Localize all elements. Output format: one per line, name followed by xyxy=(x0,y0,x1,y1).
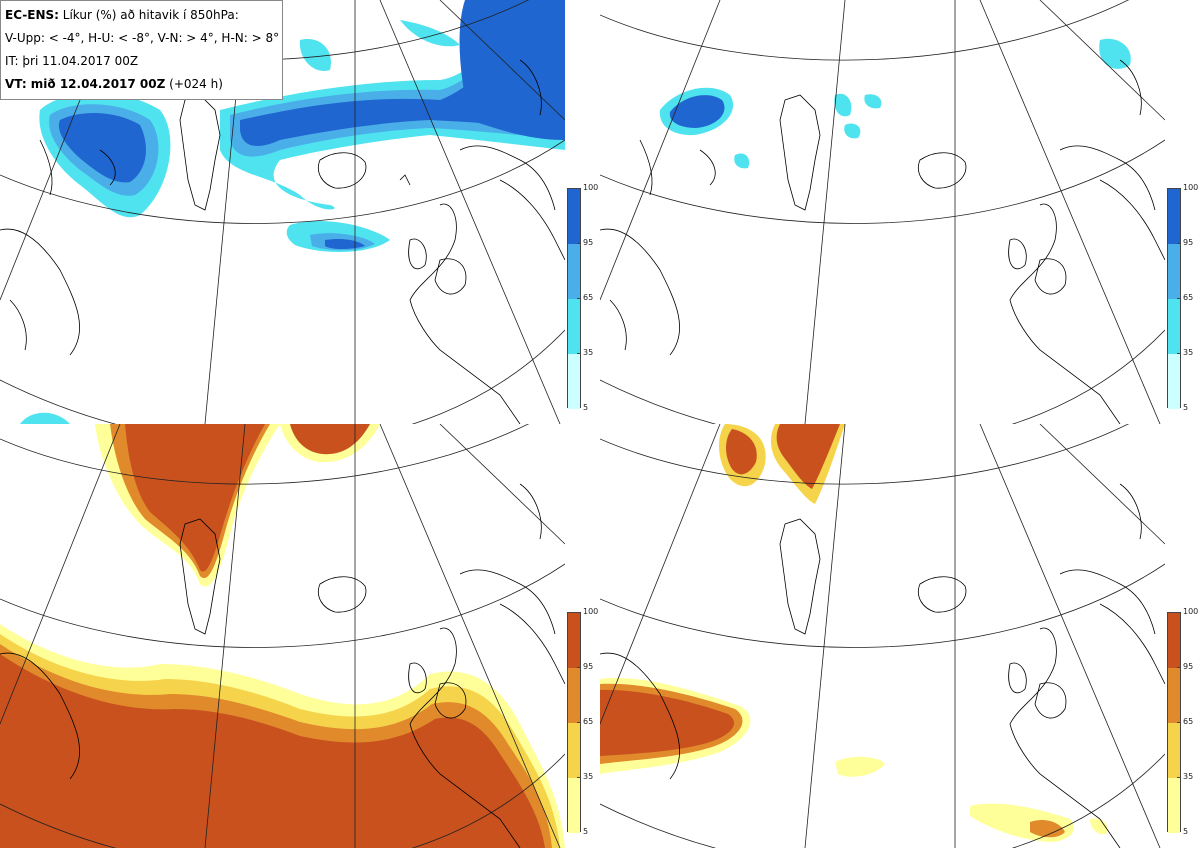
graticule xyxy=(0,0,565,424)
probability-field xyxy=(600,424,1108,842)
legend-tick-100: 100 xyxy=(1183,607,1199,616)
legend-tick-100: 100 xyxy=(583,607,599,616)
map-h-n xyxy=(600,424,1165,848)
legend-tick-35: 35 xyxy=(583,348,594,357)
legend-tick-65: 65 xyxy=(1183,717,1194,726)
legend-tick-5: 5 xyxy=(583,827,589,836)
map-panel-h-n xyxy=(600,424,1165,848)
legend-tick-35: 35 xyxy=(1183,772,1194,781)
graticule xyxy=(600,0,1165,424)
coastlines xyxy=(600,483,1165,848)
legend-warm-bottom-left: 100 95 65 35 5 xyxy=(567,608,599,836)
map-v-n xyxy=(0,424,565,848)
graticule xyxy=(0,424,565,848)
map-h-u xyxy=(600,0,1165,424)
title-line-valid-time: VT: mið 12.04.2017 00Z (+024 h) xyxy=(5,73,278,96)
valid-time: VT: mið 12.04.2017 00Z xyxy=(5,77,166,91)
legend-cold-top-left: 100 95 65 35 5 xyxy=(567,184,599,412)
legend-tick-95: 95 xyxy=(1183,662,1194,671)
title-description: Líkur (%) að hitavik í 850hPa: xyxy=(58,8,239,22)
legend-tick-100: 100 xyxy=(1183,183,1199,192)
map-panel-v-upp: EC-ENS: Líkur (%) að hitavik í 850hPa: V… xyxy=(0,0,565,424)
map-panel-v-n xyxy=(0,424,565,848)
legend-tick-35: 35 xyxy=(583,772,594,781)
legend-tick-95: 95 xyxy=(1183,238,1194,247)
legend-tick-5: 5 xyxy=(1183,403,1189,412)
map-v-upp xyxy=(0,0,565,424)
legend-tick-95: 95 xyxy=(583,662,594,671)
title-line-initial-time: IT: þri 11.04.2017 00Z xyxy=(5,54,139,68)
legend-tick-5: 5 xyxy=(583,403,589,412)
legend-tick-95: 95 xyxy=(583,238,594,247)
coastlines xyxy=(0,59,565,424)
probability-field xyxy=(659,38,1131,169)
legend-tick-100: 100 xyxy=(583,183,599,192)
lead-time: (+024 h) xyxy=(165,77,223,91)
legend-cold-top-right: 100 95 65 35 5 xyxy=(1167,184,1199,412)
legend-tick-35: 35 xyxy=(1183,348,1194,357)
legend-tick-65: 65 xyxy=(1183,293,1194,302)
graticule xyxy=(600,424,1165,848)
coastlines xyxy=(0,483,565,848)
title-box: EC-ENS: Líkur (%) að hitavik í 850hPa: V… xyxy=(0,0,283,100)
legend-bar-cold xyxy=(1167,188,1181,409)
legend-tick-65: 65 xyxy=(583,293,594,302)
title-line-thresholds: V-Upp: < -4°, H-U: < -8°, V-N: > 4°, H-N… xyxy=(5,31,280,45)
coastlines xyxy=(600,59,1165,424)
map-panel-h-u xyxy=(600,0,1165,424)
legend-bar-warm xyxy=(1167,612,1181,833)
title-product: EC-ENS: xyxy=(5,8,59,22)
title-line-1: EC-ENS: Líkur (%) að hitavik í 850hPa: xyxy=(5,4,278,27)
legend-warm-bottom-right: 100 95 65 35 5 xyxy=(1167,608,1199,836)
legend-tick-5: 5 xyxy=(1183,827,1189,836)
probability-field xyxy=(0,424,565,848)
legend-tick-65: 65 xyxy=(583,717,594,726)
legend-bar-warm xyxy=(567,612,581,833)
